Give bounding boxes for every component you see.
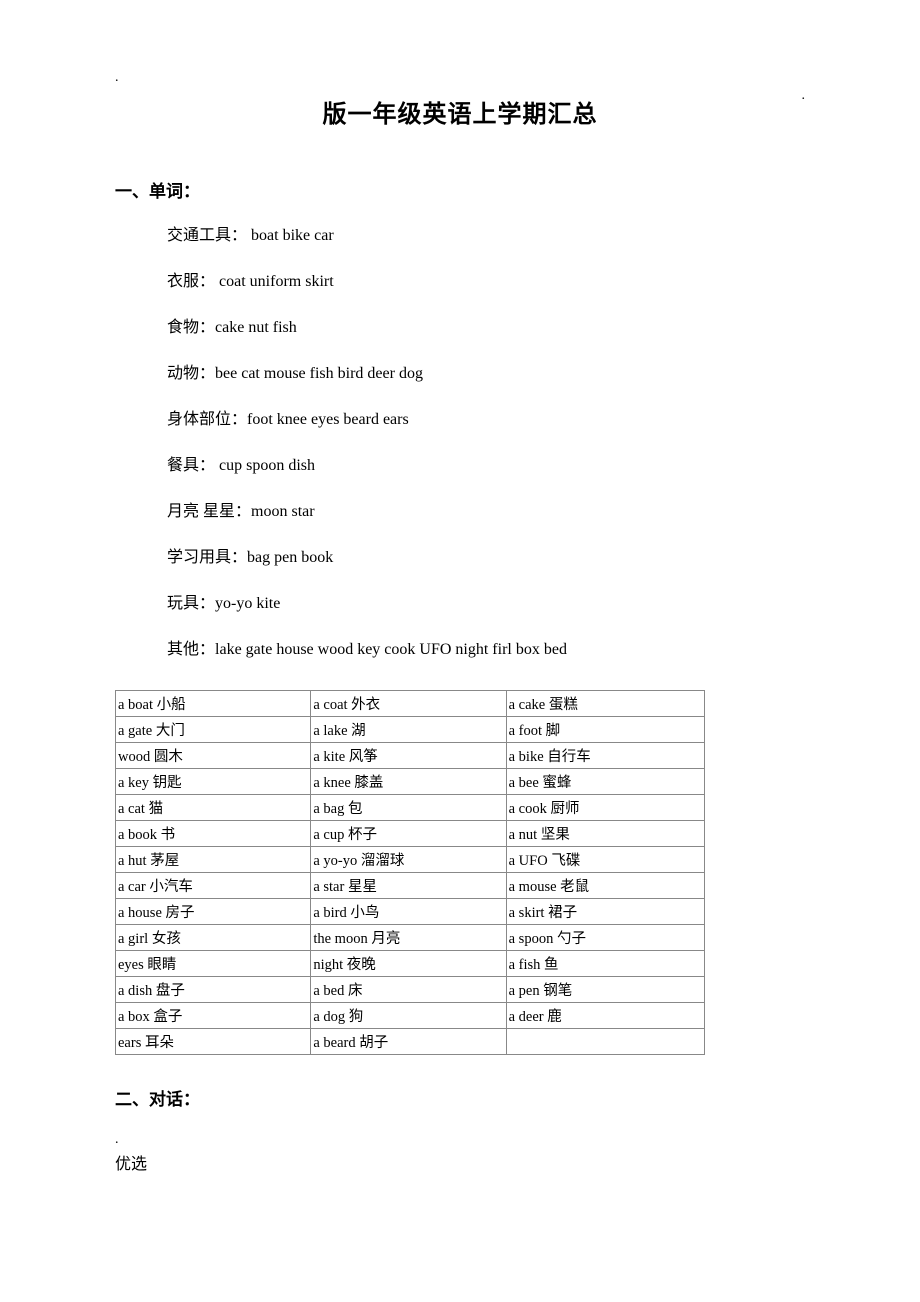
table-cell: a car 小汽车 [116,873,311,899]
page-title: 版一年级英语上学期汇总 [115,94,805,129]
table-cell: a gate 大门 [116,717,311,743]
category-line: 学习用具：bag pen book [167,546,805,570]
category-words: yo-yo kite [215,595,280,612]
table-cell: a kite 风筝 [311,743,506,769]
table-cell: wood 圆木 [116,743,311,769]
document-page: . . 版一年级英语上学期汇总 一、单词： 交通工具： boat bike ca… [0,0,920,1302]
table-cell: a lake 湖 [311,717,506,743]
table-cell: a key 钥匙 [116,769,311,795]
table-cell: a skirt 裙子 [506,899,704,925]
table-cell: a spoon 勺子 [506,925,704,951]
table-cell: the moon 月亮 [311,925,506,951]
table-row: a dish 盘子a bed 床a pen 钢笔 [116,977,705,1003]
vocab-category-list: 交通工具： boat bike car 衣服： coat uniform ski… [115,224,805,662]
table-cell: a yo-yo 溜溜球 [311,847,506,873]
category-label: 交通工具： [167,227,247,244]
table-cell: a foot 脚 [506,717,704,743]
table-cell: a girl 女孩 [116,925,311,951]
table-cell: a box 盒子 [116,1003,311,1029]
table-cell: a UFO 飞碟 [506,847,704,873]
category-words: boat bike car [247,227,334,244]
table-row: ears 耳朵a beard 胡子 [116,1029,705,1055]
table-cell: a cup 杯子 [311,821,506,847]
table-cell: a beard 胡子 [311,1029,506,1055]
table-cell: a mouse 老鼠 [506,873,704,899]
category-words: coat uniform skirt [215,273,334,290]
table-cell: a cake 蛋糕 [506,691,704,717]
table-cell: a knee 膝盖 [311,769,506,795]
category-line: 餐具： cup spoon dish [167,454,805,478]
table-cell: a bike 自行车 [506,743,704,769]
category-label: 衣服： [167,273,215,290]
table-cell: a book 书 [116,821,311,847]
table-cell: a pen 钢笔 [506,977,704,1003]
category-words: cup spoon dish [215,457,315,474]
table-cell: night 夜晚 [311,951,506,977]
table-cell: a boat 小船 [116,691,311,717]
footer-dot: . [115,1132,805,1148]
category-label: 玩具： [167,595,215,612]
table-cell [506,1029,704,1055]
category-words: cake nut fish [215,319,297,336]
table-cell: a bed 床 [311,977,506,1003]
table-cell: a house 房子 [116,899,311,925]
table-row: a girl 女孩the moon 月亮a spoon 勺子 [116,925,705,951]
category-line: 动物：bee cat mouse fish bird deer dog [167,362,805,386]
table-row: a gate 大门a lake 湖a foot 脚 [116,717,705,743]
table-cell: a hut 茅屋 [116,847,311,873]
table-cell: a fish 鱼 [506,951,704,977]
category-label: 月亮 星星： [167,503,251,520]
section-2-heading: 二、对话： [115,1085,805,1110]
table-row: a cat 猫a bag 包a cook 厨师 [116,795,705,821]
table-cell: a bag 包 [311,795,506,821]
table-row: a book 书a cup 杯子a nut 坚果 [116,821,705,847]
category-words: foot knee eyes beard ears [247,411,409,428]
table-cell: eyes 眼睛 [116,951,311,977]
vocab-table: a boat 小船a coat 外衣a cake 蛋糕a gate 大门a la… [115,690,705,1055]
table-cell: a dish 盘子 [116,977,311,1003]
corner-dot-top-left: . [115,70,119,86]
table-cell: a bird 小鸟 [311,899,506,925]
category-label: 餐具： [167,457,215,474]
table-cell: a coat 外衣 [311,691,506,717]
category-label: 其他： [167,641,215,658]
footer-text: 优选 [115,1150,805,1174]
table-row: a key 钥匙a knee 膝盖a bee 蜜蜂 [116,769,705,795]
table-cell: a deer 鹿 [506,1003,704,1029]
table-cell: a star 星星 [311,873,506,899]
category-label: 学习用具： [167,549,247,566]
category-line: 月亮 星星：moon star [167,500,805,524]
category-line: 交通工具： boat bike car [167,224,805,248]
category-words: moon star [251,503,315,520]
section-1-heading: 一、单词： [115,177,805,202]
table-row: a box 盒子a dog 狗a deer 鹿 [116,1003,705,1029]
category-label: 身体部位： [167,411,247,428]
category-line: 玩具：yo-yo kite [167,592,805,616]
category-line: 身体部位：foot knee eyes beard ears [167,408,805,432]
table-row: a house 房子a bird 小鸟a skirt 裙子 [116,899,705,925]
table-row: wood 圆木a kite 风筝a bike 自行车 [116,743,705,769]
table-cell: a cook 厨师 [506,795,704,821]
table-row: a car 小汽车a star 星星a mouse 老鼠 [116,873,705,899]
category-label: 动物： [167,365,215,382]
category-line: 其他：lake gate house wood key cook UFO nig… [167,638,805,662]
category-words: lake gate house wood key cook UFO night … [215,641,567,658]
table-row: a boat 小船a coat 外衣a cake 蛋糕 [116,691,705,717]
table-row: eyes 眼睛night 夜晚a fish 鱼 [116,951,705,977]
table-cell: a bee 蜜蜂 [506,769,704,795]
category-label: 食物： [167,319,215,336]
category-line: 食物：cake nut fish [167,316,805,340]
table-cell: ears 耳朵 [116,1029,311,1055]
category-words: bag pen book [247,549,333,566]
table-cell: a cat 猫 [116,795,311,821]
table-cell: a nut 坚果 [506,821,704,847]
category-words: bee cat mouse fish bird deer dog [215,365,423,382]
table-row: a hut 茅屋a yo-yo 溜溜球a UFO 飞碟 [116,847,705,873]
corner-dot-top-right: . [802,88,806,104]
table-cell: a dog 狗 [311,1003,506,1029]
category-line: 衣服： coat uniform skirt [167,270,805,294]
